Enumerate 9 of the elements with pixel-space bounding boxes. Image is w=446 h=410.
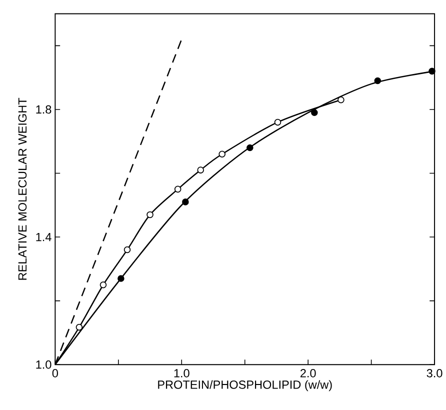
x-tick-label: 0 [52,369,58,378]
x-axis-title: PROTEIN/PHOSPHOLIPID (w/w) [158,380,332,392]
y-axis-title: RELATIVE MOLECULAR WEIGHT [18,98,27,280]
y-tick-label: 1.4 [36,233,52,242]
x-tick-label: 2.0 [300,369,316,378]
y-tick-label: 1.0 [36,360,52,369]
x-tick-label: 3.0 [426,369,442,378]
x-tick-label: 1.0 [174,369,190,378]
y-tick-label: 1.8 [36,105,52,114]
